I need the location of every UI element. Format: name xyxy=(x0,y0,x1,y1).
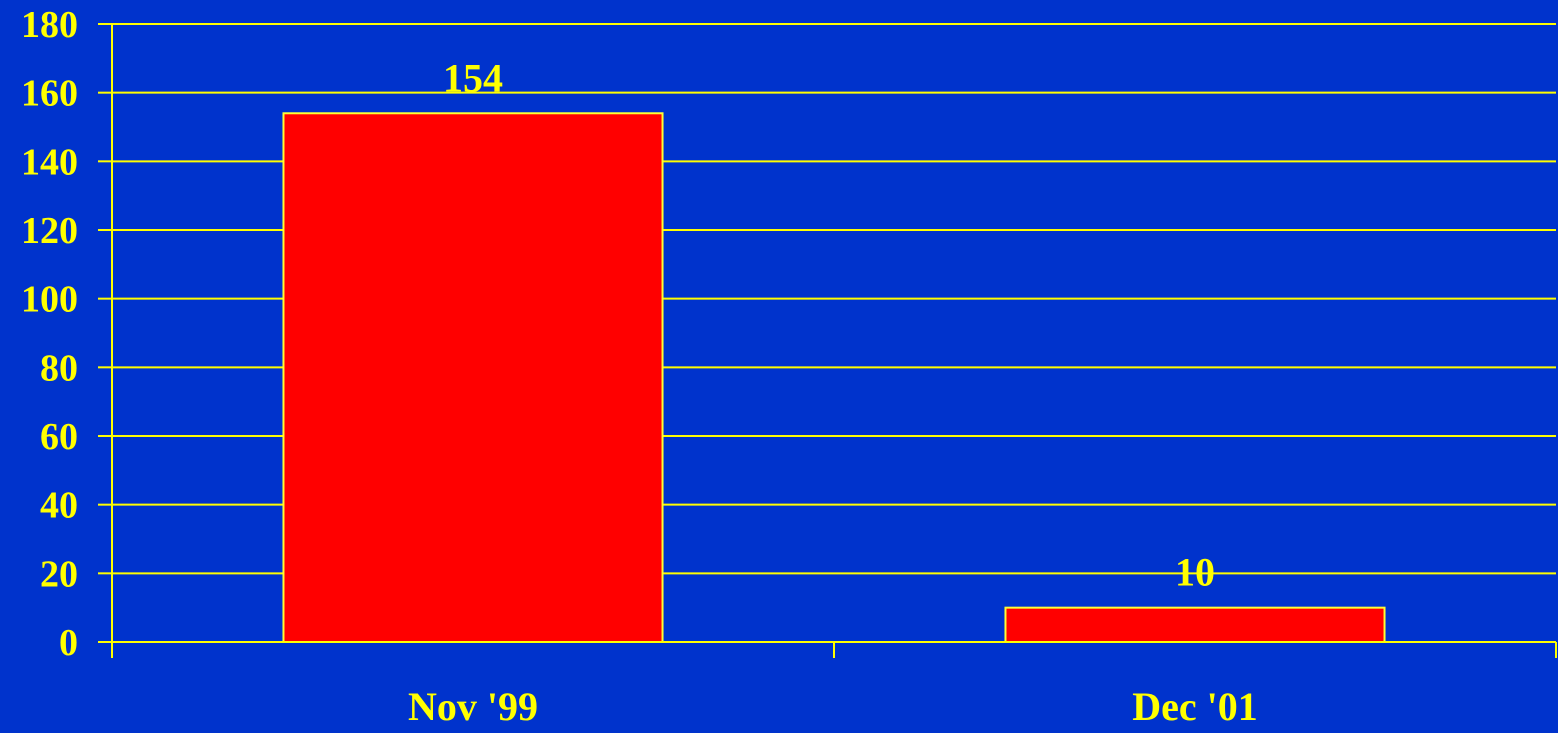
bars xyxy=(282,112,1386,644)
y-tick-label: 60 xyxy=(40,416,78,458)
x-category-label: Dec '01 xyxy=(1132,684,1258,728)
data-label: 10 xyxy=(1175,550,1215,595)
x-category-label: Nov '99 xyxy=(408,684,538,728)
bar xyxy=(1004,606,1386,644)
y-tick-label: 20 xyxy=(40,553,78,595)
y-tick-label: 140 xyxy=(21,141,78,183)
y-tick-label: 180 xyxy=(21,4,78,46)
y-tick-label: 80 xyxy=(40,347,78,389)
y-tick-label: 160 xyxy=(21,73,78,115)
bar xyxy=(282,112,664,644)
y-tick-label: 40 xyxy=(40,485,78,527)
y-tick-label: 100 xyxy=(21,279,78,321)
y-tick-label: 0 xyxy=(59,622,78,664)
data-label: 154 xyxy=(443,55,503,100)
labels: 0 20 40 60 80 100 120 140 160 180 154 Nov '99 10 Dec … xyxy=(21,4,1258,729)
axes xyxy=(98,23,1557,658)
y-tick-label: 120 xyxy=(21,210,78,252)
